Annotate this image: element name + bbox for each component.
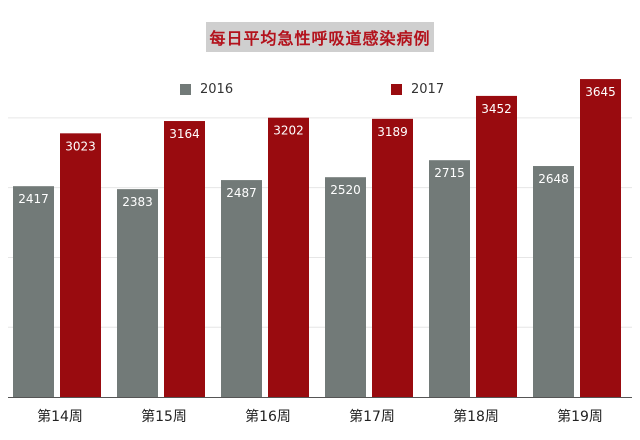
data-label-2017-第14周: 3023: [65, 139, 96, 153]
bar-2016-第16周: [221, 180, 262, 397]
bar-2016-第14周: [13, 186, 54, 397]
x-tick-label: 第16周: [245, 408, 291, 425]
legend-swatch-2016: [180, 84, 191, 95]
x-tick-label: 第19周: [557, 408, 603, 425]
data-label-2017-第19周: 3645: [585, 85, 616, 99]
data-label-2016-第17周: 2520: [330, 183, 361, 197]
x-tick-label: 第18周: [453, 408, 499, 425]
bar-2016-第18周: [429, 160, 470, 397]
data-label-2016-第18周: 2715: [434, 166, 465, 180]
chart-title-box: 每日平均急性呼吸道感染病例: [206, 22, 434, 52]
legend-item-2016: 2016: [180, 82, 233, 97]
bar-2017-第16周: [268, 117, 309, 397]
x-tick-label: 第17周: [349, 408, 395, 425]
x-tick-label: 第15周: [141, 408, 187, 425]
bar-2016-第17周: [325, 177, 366, 397]
bar-2017-第18周: [476, 95, 517, 398]
data-label-2016-第15周: 2383: [122, 195, 153, 209]
bar-2017-第15周: [164, 121, 205, 397]
data-label-2016-第14周: 2417: [18, 192, 49, 206]
legend-swatch-2017: [391, 84, 402, 95]
data-label-2016-第19周: 2648: [538, 172, 569, 186]
data-label-2016-第16周: 2487: [226, 186, 257, 200]
bar-2017-第19周: [580, 79, 621, 397]
legend-label-2017: 2017: [411, 82, 445, 97]
x-tick-label: 第14周: [37, 408, 83, 425]
bar-2016-第19周: [533, 166, 574, 397]
bar-2017-第14周: [60, 133, 101, 398]
data-label-2017-第17周: 3189: [377, 125, 408, 139]
chart-title: 每日平均急性呼吸道感染病例: [209, 29, 431, 48]
legend-item-2017: 2017: [391, 82, 444, 97]
data-label-2017-第16周: 3202: [273, 124, 304, 138]
bar-2016-第15周: [117, 189, 158, 397]
legend-label-2016: 2016: [200, 82, 234, 97]
data-label-2017-第18周: 3452: [481, 102, 512, 116]
bar-2017-第17周: [372, 118, 413, 398]
legend: 2016 2017: [0, 82, 640, 102]
data-label-2017-第15周: 3164: [169, 127, 200, 141]
